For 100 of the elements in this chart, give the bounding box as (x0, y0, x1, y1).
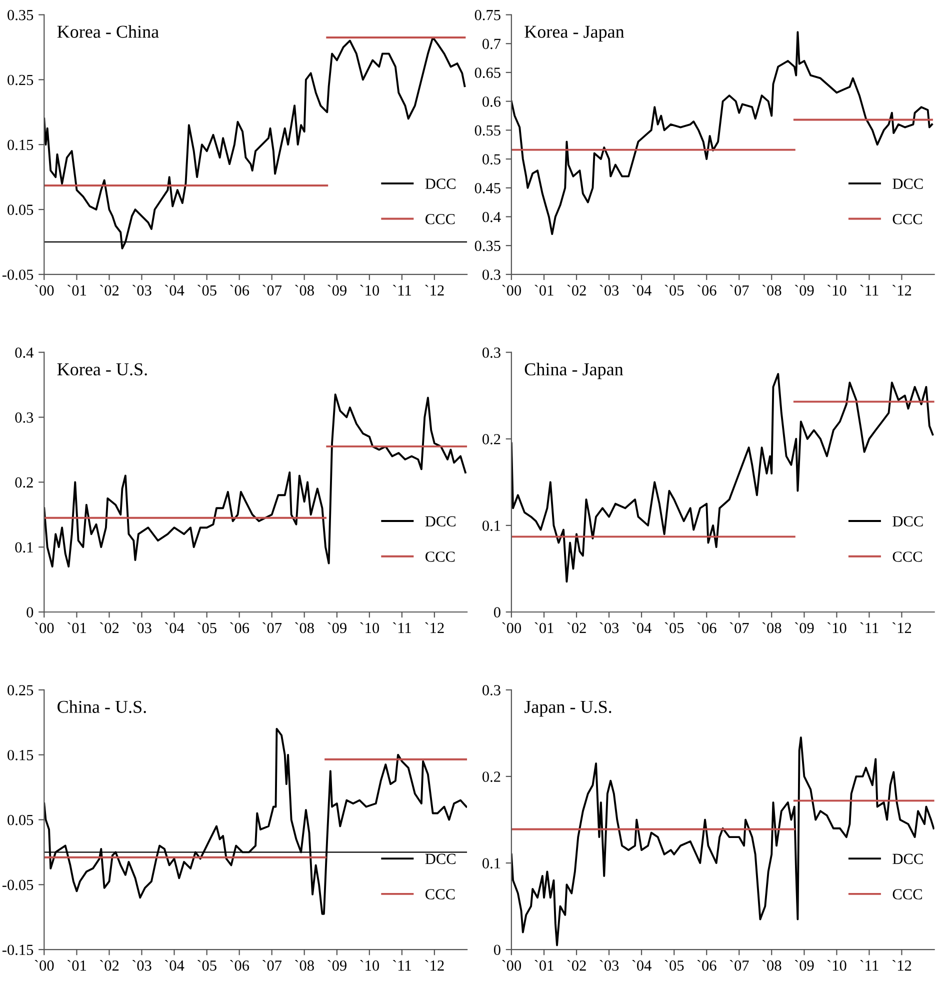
y-tick-label: 0.1 (482, 858, 500, 869)
y-tick-label: 0 (494, 607, 500, 618)
legend-label: DCC (425, 854, 456, 864)
chart-title: Korea - China (57, 25, 159, 38)
x-tick-label: `07 (262, 284, 282, 296)
x-tick-label: `05 (664, 960, 684, 971)
y-tick-label: 0.25 (8, 74, 34, 86)
legend-label: CCC (426, 552, 455, 562)
x-tick-label: `07 (262, 960, 282, 971)
y-tick-label: 0.75 (474, 10, 500, 20)
x-tick-label: `02 (567, 284, 586, 296)
x-tick-label: `00 (502, 284, 522, 296)
x-tick-label: `08 (762, 284, 782, 296)
x-tick-label: `03 (600, 960, 619, 971)
x-tick-label: `08 (295, 284, 314, 296)
y-tick-label: 0.05 (8, 204, 34, 216)
x-tick-label: `10 (827, 960, 846, 971)
text: Korea - Japan (524, 26, 624, 42)
y-tick-label: 0.5 (482, 154, 500, 165)
y-tick-label: 0 (494, 944, 500, 956)
y-tick-label: -0.05 (2, 880, 34, 890)
x-tick-label: `09 (794, 622, 814, 634)
x-tick-label: `09 (794, 960, 814, 971)
x-tick-label: `01 (67, 960, 86, 971)
x-tick-label: `07 (730, 284, 749, 296)
y-tick-label: 0.35 (474, 240, 500, 252)
y-tick-label: 0.05 (8, 814, 34, 826)
x-tick-label: `04 (164, 622, 184, 634)
x-tick-label: `10 (360, 284, 380, 296)
y-tick-label: 0.3 (482, 270, 500, 280)
x-tick-label: `05 (198, 960, 216, 971)
chart-title: Korea - U.S. (57, 363, 147, 376)
x-tick-label: `00 (34, 960, 54, 971)
x-tick-label: `11 (392, 622, 411, 634)
x-tick-label: `03 (600, 622, 619, 634)
x-tick-label: `00 (34, 284, 54, 296)
x-tick-label: `06 (230, 960, 250, 971)
legend-label: DCC (892, 854, 923, 864)
line-series (44, 394, 466, 568)
x-tick-label: `05 (664, 622, 684, 634)
x-tick-label: `02 (100, 960, 119, 971)
x-tick-label: `06 (697, 622, 716, 634)
x-tick-label: `01 (534, 622, 554, 634)
y-tick-label: 0.15 (8, 750, 34, 760)
y-tick-label: 0 (26, 607, 34, 618)
y-tick-label: 0.1 (482, 520, 500, 531)
x-tick-label: `07 (730, 622, 749, 634)
x-tick-label: `08 (295, 622, 314, 634)
x-tick-label: `09 (794, 284, 814, 296)
legend-label: DCC (892, 178, 923, 189)
x-tick-label: `01 (534, 960, 554, 971)
x-tick-label: `01 (534, 284, 554, 296)
x-tick-label: `08 (295, 960, 314, 971)
x-tick-label: `02 (100, 284, 119, 296)
x-tick-label: `08 (762, 622, 782, 634)
x-tick-label: `12 (892, 960, 912, 971)
x-tick-label: `11 (860, 622, 878, 634)
legend-label: CCC (426, 889, 455, 900)
x-tick-label: `10 (360, 622, 380, 634)
x-tick-label: `01 (67, 284, 86, 296)
x-tick-label: `09 (328, 960, 346, 971)
x-tick-label: `02 (100, 622, 119, 634)
x-tick-label: `09 (328, 284, 346, 296)
line-series (44, 728, 468, 915)
x-tick-label: `06 (697, 284, 716, 296)
x-tick-label: `10 (827, 622, 846, 634)
y-tick-label: -0.05 (2, 270, 34, 280)
x-tick-label: `07 (262, 622, 282, 634)
text: Japan - U.S. (524, 700, 612, 717)
x-tick-label: `05 (664, 284, 684, 296)
y-tick-label: 0.3 (482, 347, 500, 358)
line-series (511, 736, 934, 946)
y-tick-label: 0.2 (15, 477, 33, 488)
x-tick-label: `04 (632, 284, 652, 296)
x-tick-label: `06 (230, 622, 250, 634)
y-tick-label: 0.2 (482, 772, 500, 782)
x-tick-label: `05 (198, 284, 216, 296)
legend-label: CCC (892, 214, 922, 224)
x-tick-label: `11 (860, 284, 878, 296)
y-tick-label: 0.45 (474, 183, 500, 194)
x-tick-label: `03 (600, 284, 619, 296)
y-tick-label: 0.4 (15, 347, 34, 358)
x-tick-label: `05 (198, 622, 216, 634)
y-tick-label: 0.25 (8, 685, 34, 696)
x-tick-label: `04 (632, 960, 652, 971)
y-tick-label: 0.15 (8, 140, 34, 150)
y-tick-label: 0.7 (482, 38, 501, 50)
legend-label: CCC (892, 889, 922, 900)
y-tick-label: -0.15 (2, 944, 34, 956)
x-tick-label: `09 (328, 622, 346, 634)
legend-label: DCC (892, 516, 923, 527)
y-tick-label: 0.4 (482, 212, 501, 222)
x-tick-label: `00 (502, 960, 522, 971)
legend-label: CCC (892, 552, 922, 562)
x-tick-label: `06 (697, 960, 716, 971)
chart-title: China - U.S. (58, 700, 146, 714)
line-series (44, 36, 466, 250)
x-tick-label: `03 (132, 960, 152, 971)
x-tick-label: `01 (67, 622, 86, 634)
x-tick-label: `04 (632, 622, 652, 634)
